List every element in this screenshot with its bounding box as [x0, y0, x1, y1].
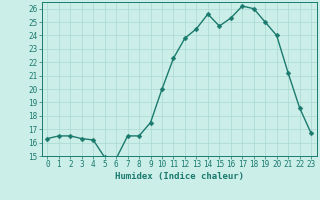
X-axis label: Humidex (Indice chaleur): Humidex (Indice chaleur)	[115, 172, 244, 181]
